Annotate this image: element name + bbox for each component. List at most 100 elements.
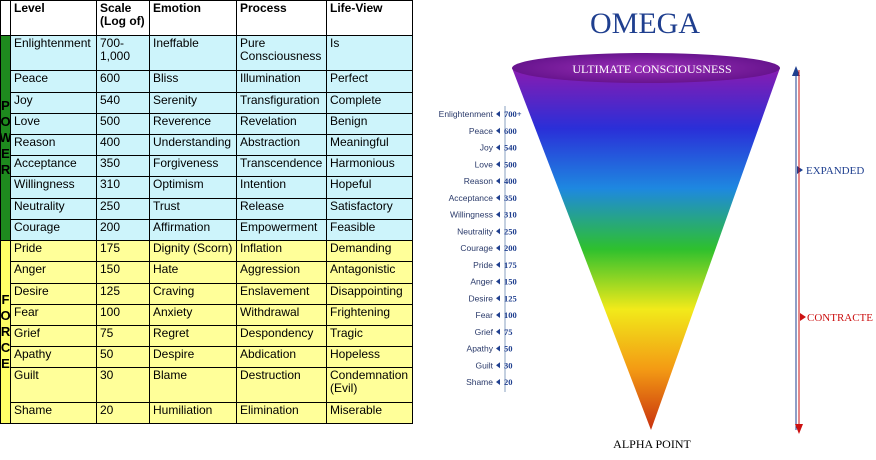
cell-scale: 175: [96, 240, 150, 263]
cell-emotion: Serenity: [149, 91, 237, 114]
table-row: POWEREnlightenment700-1,000IneffablePure…: [0, 34, 413, 242]
cell-level: Reason: [10, 134, 97, 157]
cell-process: Revelation: [236, 112, 327, 136]
band-letter: F: [1, 292, 10, 308]
table-row: Reason 400 Understanding Abstraction Meaning…: [1, 134, 413, 157]
scale-pointer: [496, 362, 500, 369]
cell-process: Elimination: [236, 401, 327, 425]
omega-diagram: OMEGA ULTIMATE CONSCIOUSNESS ALPHA POINT…: [439, 7, 874, 451]
cell-lifeview: Benign: [326, 112, 413, 136]
scale-value: 75: [504, 327, 513, 337]
cell-lifeview: Feasible: [326, 218, 413, 242]
scale-level-name: Anger: [470, 277, 493, 287]
scale-level-name: Willingness: [450, 210, 493, 220]
scale-value: 350: [504, 193, 517, 203]
scale-level-name: Enlightenment: [439, 109, 494, 119]
cell-emotion: Hate: [149, 261, 237, 284]
band-letter: P: [1, 98, 10, 114]
cell-level: Joy: [10, 91, 97, 114]
table-body: POWEREnlightenment700-1,000IneffablePure…: [0, 34, 413, 425]
cell-emotion: Bliss: [149, 70, 237, 93]
cell-lifeview: Perfect: [326, 70, 413, 93]
cell-lifeview: Tragic: [326, 324, 413, 348]
omega-title: OMEGA: [590, 7, 700, 40]
band-letter: R: [0, 162, 11, 178]
header-scale: Scale (Log of): [96, 0, 150, 36]
table-row: Peace 600 Bliss Illumination Perfect: [1, 70, 413, 93]
cell-level: Anger: [10, 261, 97, 284]
scale-pointer: [496, 295, 500, 302]
cell-lifeview: Complete: [326, 91, 413, 114]
cell-process: Release: [236, 197, 327, 220]
table-row: Fear 100 Anxiety Withdrawal Frightening: [1, 303, 413, 326]
scale-level-name: Fear: [476, 310, 494, 320]
table-row: Neutrality 250 Trust Release Satisfactory: [1, 197, 413, 220]
cell-level: Willingness: [10, 176, 97, 199]
cell-process: Empowerment: [236, 218, 327, 242]
scale-pointer: [496, 194, 500, 201]
cell-level: Desire: [10, 282, 97, 305]
scale-value: 50: [504, 344, 513, 354]
table-row: Guilt 30 Blame Destruction Condemnation (Evi…: [1, 367, 413, 403]
ultimate-consciousness-label: ULTIMATE CONSCIOUSNESS: [572, 62, 731, 76]
table-row: Joy 540 Serenity Transfiguration Complete: [1, 91, 413, 114]
cell-emotion: Optimism: [149, 176, 237, 199]
scale-pointer: [496, 278, 500, 285]
cell-process: Intention: [236, 176, 327, 199]
cell-process: Transcendence: [236, 155, 327, 178]
cell-level: Neutrality: [10, 197, 97, 220]
scale-level-name: Pride: [473, 260, 493, 270]
table-row: Acceptance 350 Forgiveness Transcendence Har…: [1, 155, 413, 178]
cell-scale: 20: [96, 401, 150, 425]
cell-lifeview: Antagonistic: [326, 261, 413, 284]
cell-process: Pure Consciousness: [236, 34, 327, 72]
cell-process: Enslavement: [236, 282, 327, 305]
scale-pointer: [496, 127, 500, 134]
scale-pointer: [496, 312, 500, 318]
cell-scale: 500: [96, 112, 150, 136]
table-row: Courage 200 Affirmation Empowerment Feasible: [1, 218, 413, 242]
expanded-arrow-head: [792, 66, 800, 76]
scale-labels: Enlightenment 700+ Peace 600 Joy 540 Love 500 Re…: [439, 109, 522, 387]
cell-process: Destruction: [236, 367, 327, 403]
cell-scale: 350: [96, 155, 150, 178]
cell-lifeview: Is: [326, 34, 413, 72]
cell-emotion: Blame: [149, 367, 237, 403]
header-lifeview: Life-View: [326, 0, 413, 36]
contracted-arrow-head: [795, 424, 803, 434]
cell-emotion: Understanding: [149, 134, 237, 157]
cell-level: Courage: [10, 218, 97, 242]
cell-level: Guilt: [10, 367, 97, 403]
table-row: Desire 125 Craving Enslavement Disappointing: [1, 282, 413, 305]
scale-value: 125: [504, 293, 517, 303]
cell-emotion: Anxiety: [149, 303, 237, 326]
cell-scale: 100: [96, 303, 150, 326]
cell-scale: 150: [96, 261, 150, 284]
cell-level: Fear: [10, 303, 97, 326]
cell-level: Apathy: [10, 346, 97, 369]
cell-scale: 400: [96, 134, 150, 157]
cell-level: Love: [10, 112, 97, 136]
cell-lifeview: Satisfactory: [326, 197, 413, 220]
header-process: Process: [236, 0, 327, 36]
cell-process: Despondency: [236, 324, 327, 348]
scale-pointer: [496, 328, 500, 335]
scale-level-name: Peace: [469, 126, 493, 136]
cell-scale: 310: [96, 176, 150, 199]
consciousness-table: Level Scale (Log of) Emotion Process Lif…: [0, 0, 413, 425]
cell-level: Shame: [10, 401, 97, 425]
cell-scale: 30: [96, 367, 150, 403]
cell-emotion: Reverence: [149, 112, 237, 136]
scale-value: 400: [504, 176, 517, 186]
cell-emotion: Regret: [149, 324, 237, 348]
cell-lifeview: Frightening: [326, 303, 413, 326]
scale-value: 150: [504, 277, 517, 287]
cell-level: Pride: [10, 240, 97, 263]
scale-level-name: Acceptance: [449, 193, 494, 203]
scale-value: 600: [504, 126, 517, 136]
scale-pointer: [496, 379, 500, 385]
cell-process: Abdication: [236, 346, 327, 369]
scale-value: 500: [504, 159, 517, 169]
